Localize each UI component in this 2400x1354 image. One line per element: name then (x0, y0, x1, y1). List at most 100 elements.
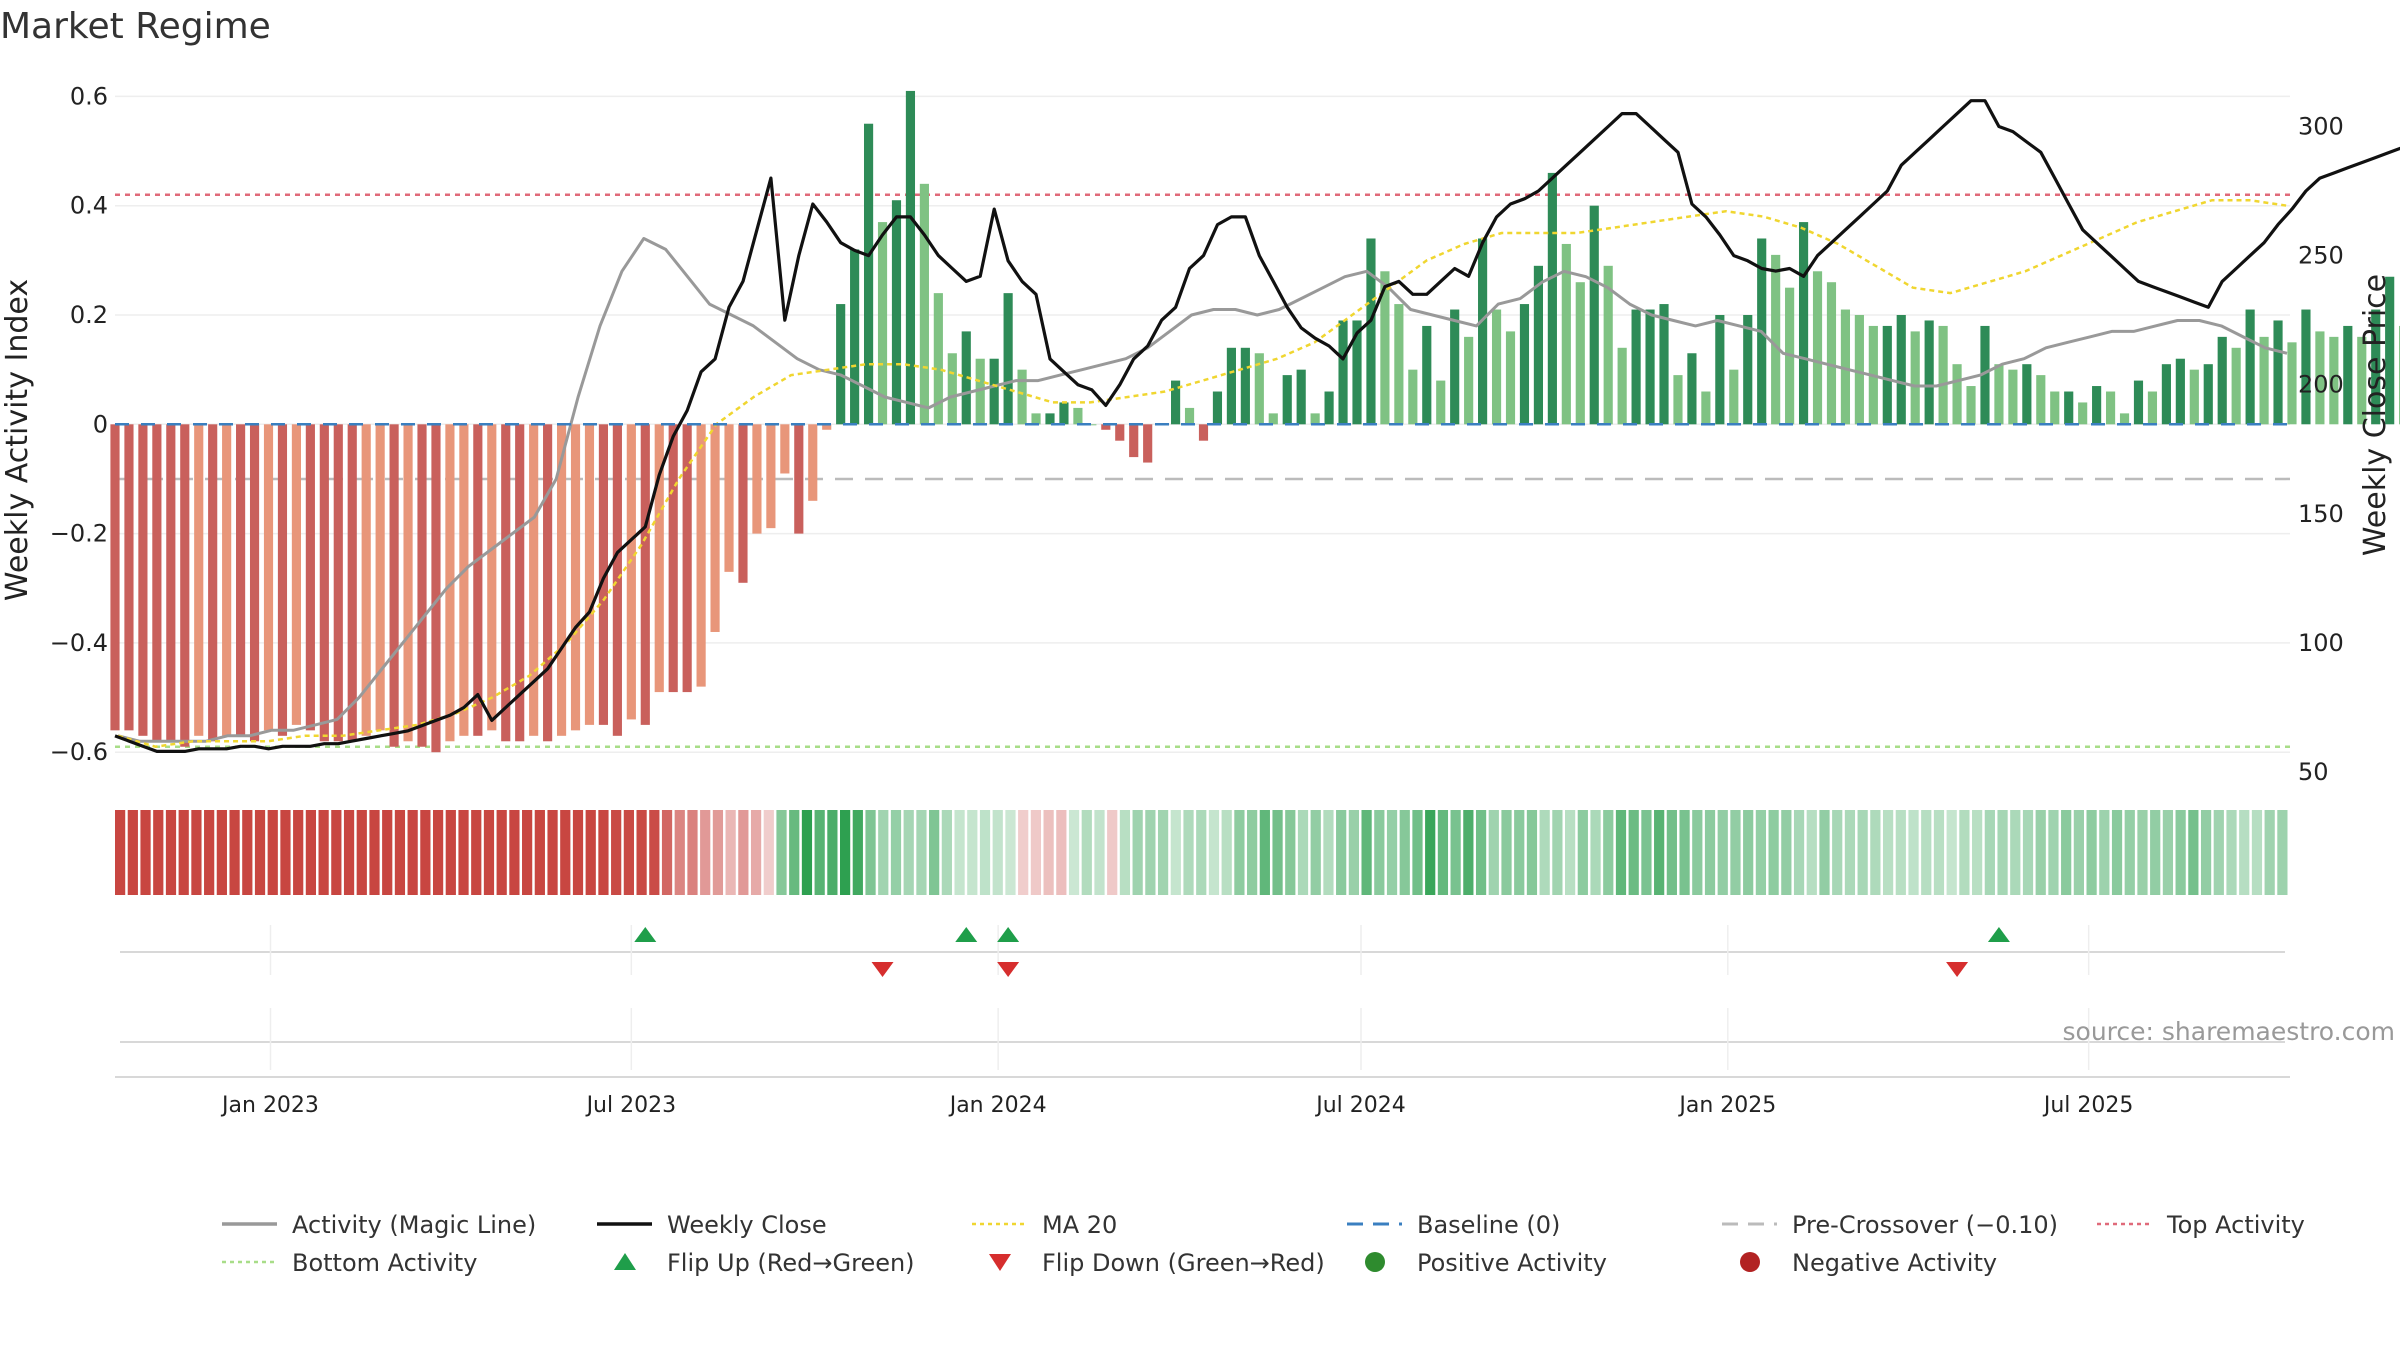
activity-bar (808, 424, 818, 501)
activity-bar (1547, 172, 1557, 425)
activity-bar (1240, 347, 1250, 425)
heat-cell (1437, 810, 1449, 895)
heat-cell (1107, 810, 1118, 895)
activity-bar (1994, 364, 2004, 425)
heat-cell (649, 810, 660, 895)
heat-cell (2264, 810, 2275, 895)
x-tick-label: Jan 2023 (220, 1093, 319, 1118)
activity-bar (710, 424, 720, 632)
chart-title: Market Regime (0, 6, 271, 47)
activity-bar (696, 424, 706, 687)
heat-cell (1119, 810, 1131, 895)
regime-heat-strip (115, 810, 2288, 895)
activity-bar (1603, 265, 1613, 425)
magic-line (117, 237, 2288, 743)
activity-bar (2189, 369, 2199, 425)
flip-down-marker (871, 962, 894, 977)
left-tick-label: −0.4 (50, 629, 108, 657)
heat-cell (331, 810, 342, 895)
heat-cell (814, 810, 825, 895)
right-tick-label: 200 (2298, 371, 2344, 399)
activity-bar (2022, 364, 2032, 425)
heat-cell (1577, 810, 1588, 895)
heat-cell (1704, 810, 1716, 895)
flip-up-marker (634, 927, 657, 942)
heat-cell (598, 810, 609, 895)
heat-cell (2150, 810, 2161, 895)
activity-bar (1212, 391, 1223, 425)
heat-cell (1921, 810, 1932, 895)
activity-bar (1450, 309, 1460, 425)
heat-cell (242, 810, 253, 895)
heat-cell (865, 810, 876, 895)
right-tick-label: 50 (2298, 758, 2329, 786)
activity-bar (236, 424, 246, 736)
activity-bar (529, 424, 539, 736)
legend-label: Weekly Close (667, 1211, 827, 1239)
activity-bar (1505, 331, 1516, 425)
legend-label: Flip Up (Red→Green) (667, 1249, 915, 1277)
activity-bar (180, 424, 190, 747)
heat-cell (1145, 810, 1156, 895)
heat-cell (1094, 810, 1105, 895)
heat-cell (1450, 810, 1461, 895)
activity-bar (194, 424, 204, 736)
heat-cell (471, 810, 482, 895)
left-tick-label: 0 (93, 410, 108, 438)
legend: Activity (Magic Line) Weekly Close MA 20 Ba… (222, 1211, 2305, 1277)
legend-item: Positive Activity (1365, 1249, 1607, 1277)
heat-cell (1959, 810, 1970, 895)
activity-bar (2203, 364, 2213, 425)
heat-cell (483, 810, 495, 895)
activity-bar (501, 424, 511, 742)
activity-bar (1464, 336, 1474, 425)
activity-bar (515, 424, 525, 742)
activity-bar (598, 424, 609, 725)
legend-item: Top Activity (2097, 1211, 2305, 1239)
heat-cell (280, 810, 291, 895)
legend-label: Pre-Crossover (−0.10) (1792, 1211, 2058, 1239)
legend-item: Pre-Crossover (−0.10) (1722, 1211, 2058, 1239)
heat-cell (305, 810, 317, 895)
heat-cell (204, 810, 215, 895)
heat-cell (1781, 810, 1792, 895)
activity-bar (1380, 271, 1390, 425)
heat-cell (1666, 810, 1677, 895)
legend-item: Weekly Close (597, 1211, 827, 1239)
heat-cell (2010, 810, 2021, 895)
heat-cell (318, 810, 329, 895)
heat-cell (1768, 810, 1779, 895)
left-tick-label: 0.4 (70, 192, 108, 220)
heat-cell (1310, 810, 1321, 895)
right-axis-label: Weekly Close Price (2358, 274, 2393, 556)
activity-bar (347, 424, 357, 742)
heat-cell (1374, 810, 1385, 895)
heat-cell (407, 810, 418, 895)
heat-cell (700, 810, 711, 895)
activity-bar (752, 424, 762, 534)
activity-bar (570, 424, 581, 731)
heat-cell (1196, 810, 1207, 895)
heat-cell (1183, 810, 1194, 895)
activity-bar (919, 183, 929, 425)
heat-cell (191, 810, 202, 895)
activity-bar (1771, 254, 1781, 425)
activity-bar (2343, 325, 2353, 425)
heat-cell (1806, 810, 1817, 895)
heat-cell (2073, 810, 2084, 895)
heat-cell (1056, 810, 1067, 895)
heat-cell (1933, 810, 1945, 895)
activity-bar (1938, 325, 1948, 425)
activity-bar (1394, 304, 1404, 425)
heat-cell (1628, 810, 1639, 895)
activity-bar (1184, 407, 1195, 425)
heat-cell (2035, 810, 2046, 895)
heat-cell (712, 810, 724, 895)
heat-cell (1717, 810, 1728, 895)
flip-up-marker (955, 927, 978, 942)
heat-cell (967, 810, 978, 895)
legend-label: Baseline (0) (1417, 1211, 1560, 1239)
heat-cell (585, 810, 596, 895)
activity-bar (626, 424, 636, 720)
